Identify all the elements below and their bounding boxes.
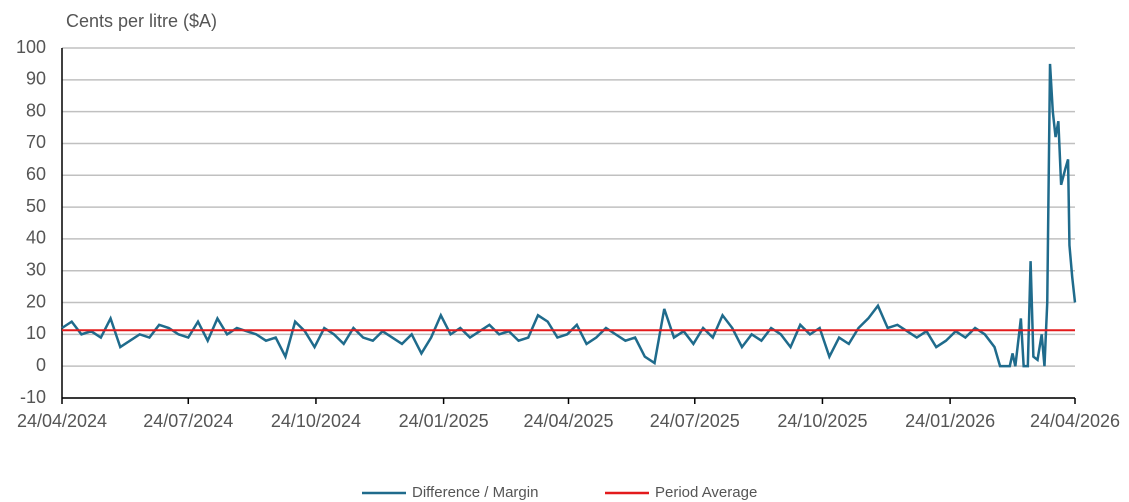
x-tick-label: 24/01/2025 xyxy=(399,411,489,431)
x-tick-label: 24/10/2025 xyxy=(777,411,867,431)
x-tick-label: 24/04/2026 xyxy=(1030,411,1120,431)
y-tick-label: 30 xyxy=(26,259,46,279)
y-tick-label: 60 xyxy=(26,164,46,184)
x-tick-label: 24/04/2025 xyxy=(523,411,613,431)
y-tick-label: 70 xyxy=(26,132,46,152)
legend-label: Period Average xyxy=(655,484,757,501)
y-tick-label: 0 xyxy=(36,355,46,375)
x-tick-label: 24/07/2024 xyxy=(143,411,233,431)
y-tick-label: 20 xyxy=(26,291,46,311)
y-tick-label: 10 xyxy=(26,323,46,343)
y-tick-label: 90 xyxy=(26,69,46,89)
x-tick-label: 24/04/2024 xyxy=(17,411,107,431)
y-tick-label: 80 xyxy=(26,100,46,120)
x-tick-label: 24/01/2026 xyxy=(905,411,995,431)
y-axis-label: Cents per litre ($A) xyxy=(66,11,217,31)
x-tick-label: 24/10/2024 xyxy=(271,411,361,431)
legend-label: Difference / Margin xyxy=(412,484,538,501)
y-tick-label: -10 xyxy=(20,387,46,407)
y-tick-label: 100 xyxy=(16,37,46,57)
y-tick-label: 40 xyxy=(26,228,46,248)
y-tick-label: 50 xyxy=(26,196,46,216)
series-line xyxy=(61,63,1077,368)
x-tick-label: 24/07/2025 xyxy=(650,411,740,431)
